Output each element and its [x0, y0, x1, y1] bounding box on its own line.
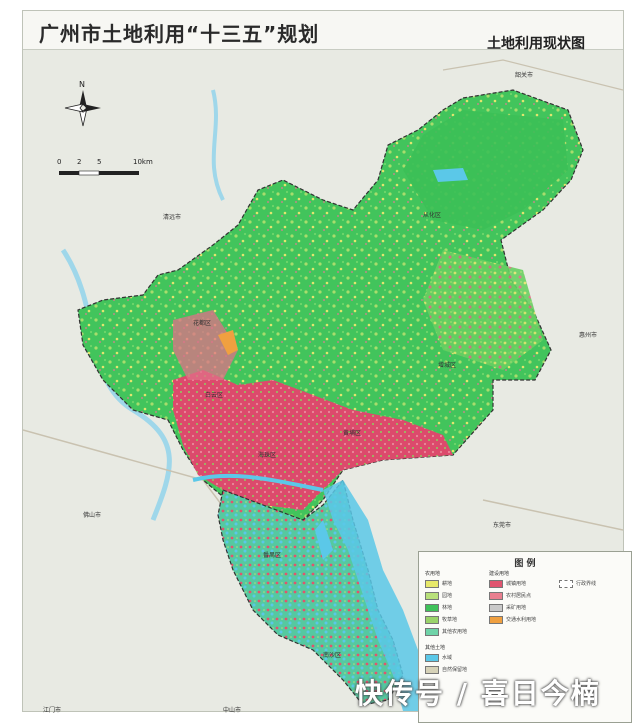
orange-zone [218, 330, 238, 355]
place-label: 江门市 [43, 707, 62, 714]
legend-item: 自然保留地 [425, 665, 468, 674]
legend-label: 园地 [442, 593, 453, 599]
legend-swatch [425, 603, 439, 612]
northern-forest [403, 110, 568, 230]
place-label: 东莞市 [493, 522, 512, 529]
legend-label: 行政界线 [576, 581, 597, 587]
legend-item: 行政界线 [559, 579, 597, 588]
legend-swatch [489, 579, 503, 588]
legend-swatch [559, 579, 573, 588]
place-label: 从化区 [423, 212, 442, 219]
legend-swatch [425, 627, 439, 636]
place-label: 海珠区 [258, 452, 277, 459]
pearl-river [192, 473, 324, 492]
legend-label: 农村居民点 [506, 593, 532, 599]
scale-label: 10km [133, 158, 153, 166]
north-arrow-icon [64, 90, 101, 127]
place-label: 番禺区 [263, 552, 282, 559]
map-legend: 图 例 农用地 建设用地 其他土地 耕地 园地 林地 牧草地 其他农用地 城镇用… [418, 551, 632, 723]
urban-north-strip [173, 310, 238, 380]
map-frame: 广州市土地利用“十三五”规划 土地利用现状图 [22, 10, 632, 723]
scale-bar [59, 170, 139, 176]
legend-swatch [489, 615, 503, 624]
map-subtitle: 土地利用现状图 [487, 36, 585, 52]
legend-label: 耕地 [442, 581, 453, 587]
place-label: 佛山市 [83, 512, 102, 519]
scale-label: 2 [77, 158, 82, 166]
place-label: 增城区 [438, 362, 457, 369]
legend-header: 建设用地 [489, 571, 510, 577]
eastern-forest [423, 250, 543, 370]
legend-item: 耕地 [425, 579, 453, 588]
place-label: 清远市 [163, 214, 182, 221]
legend-item: 水域 [425, 653, 453, 662]
legend-label: 牧草地 [442, 617, 458, 623]
legend-label: 城镇用地 [506, 581, 527, 587]
place-label: 白云区 [205, 392, 224, 399]
legend-item: 其他农用地 [425, 627, 468, 636]
outside-river [60, 248, 172, 521]
place-label: 黄埔区 [343, 430, 362, 437]
legend-swatch [425, 591, 439, 600]
outside-road [482, 499, 624, 531]
outside-road [442, 59, 624, 91]
legend-item: 农村居民点 [489, 591, 532, 600]
place-label: 中山市 [223, 707, 242, 714]
water-body [433, 168, 468, 182]
legend-swatch [425, 615, 439, 624]
legend-swatch [425, 665, 439, 674]
legend-label: 交通水利用地 [506, 617, 537, 623]
water-body [315, 520, 333, 560]
scale-label: 5 [97, 158, 102, 166]
legend-label: 其他农用地 [442, 629, 468, 635]
legend-item: 采矿用地 [489, 603, 527, 612]
legend-item: 交通水利用地 [489, 615, 537, 624]
legend-header: 农用地 [425, 571, 441, 577]
scale-label: 0 [57, 158, 62, 166]
map-title: 广州市土地利用“十三五”规划 [39, 22, 320, 46]
legend-label: 自然保留地 [442, 667, 468, 673]
outside-river [211, 89, 225, 201]
legend-label: 采矿用地 [506, 605, 527, 611]
legend-item: 园地 [425, 591, 453, 600]
legend-title: 图 例 [514, 559, 536, 569]
legend-item: 林地 [425, 603, 453, 612]
legend-item: 牧草地 [425, 615, 458, 624]
legend-label: 林地 [442, 605, 453, 611]
legend-swatch [489, 591, 503, 600]
north-label: N [79, 80, 85, 89]
place-label: 花都区 [193, 320, 212, 327]
place-label: 韶关市 [515, 72, 534, 79]
pearl-river-estuary [323, 480, 433, 711]
legend-swatch [425, 653, 439, 662]
legend-header: 其他土地 [425, 645, 446, 651]
legend-swatch [489, 603, 503, 612]
legend-item: 城镇用地 [489, 579, 527, 588]
legend-label: 水域 [442, 655, 453, 661]
place-label: 南沙区 [323, 652, 342, 659]
map-header: 广州市土地利用“十三五”规划 土地利用现状图 [23, 11, 623, 52]
place-label: 惠州市 [579, 332, 598, 339]
legend-swatch [425, 579, 439, 588]
watermark-text: 快传号 / 喜日今楠 [355, 677, 601, 710]
